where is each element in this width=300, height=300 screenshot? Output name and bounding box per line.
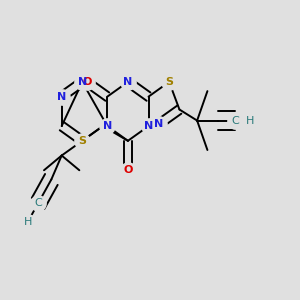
Text: S: S [165, 77, 173, 87]
Text: S: S [78, 136, 86, 146]
Text: H: H [246, 116, 254, 126]
Text: C: C [34, 198, 42, 208]
Text: N: N [154, 119, 164, 129]
Text: N: N [144, 121, 153, 131]
Text: N: N [57, 92, 66, 102]
Text: N: N [103, 121, 112, 131]
Text: H: H [24, 217, 32, 227]
Text: N: N [123, 77, 133, 87]
Text: C: C [232, 116, 239, 126]
Text: N: N [78, 77, 87, 87]
Text: O: O [123, 165, 133, 175]
Text: O: O [82, 77, 92, 87]
